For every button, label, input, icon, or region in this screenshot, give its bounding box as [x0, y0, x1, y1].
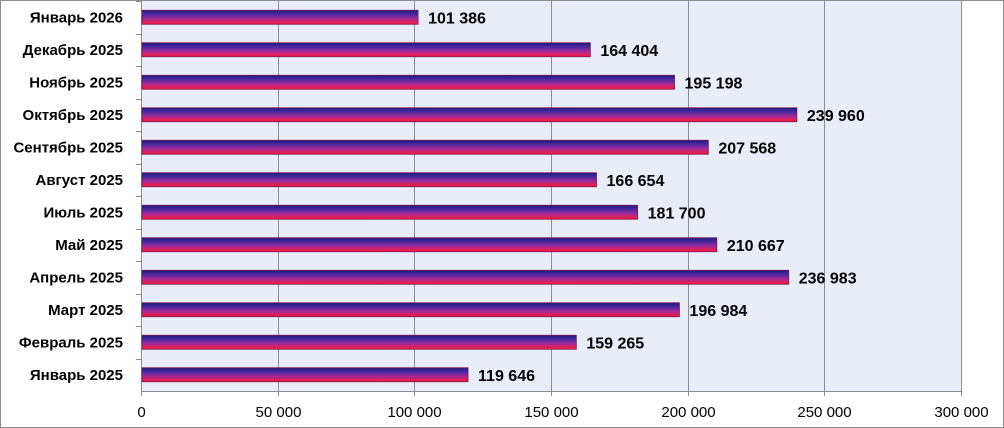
x-tick-label: 300 000	[934, 404, 988, 421]
bar	[141, 204, 639, 220]
bar	[141, 269, 790, 285]
axes	[136, 1, 962, 396]
x-tick-label: 50 000	[256, 404, 302, 421]
value-label: 207 568	[718, 140, 776, 157]
bar	[141, 237, 718, 253]
x-tick-label: 200 000	[661, 404, 715, 421]
bar	[141, 367, 469, 383]
bar	[141, 172, 597, 188]
category-label: Февраль 2025	[19, 334, 123, 351]
value-label: 181 700	[648, 205, 706, 222]
category-label: Июль 2025	[43, 204, 123, 221]
bar	[141, 9, 419, 25]
bars	[141, 9, 798, 383]
category-label: Сентябрь 2025	[13, 139, 123, 156]
bar	[141, 42, 591, 58]
x-tick-label: 150 000	[524, 404, 578, 421]
bar	[141, 139, 709, 155]
x-tick-label: 250 000	[797, 404, 851, 421]
value-label: 196 984	[689, 303, 747, 320]
category-label: Декабрь 2025	[23, 42, 123, 59]
category-label: Апрель 2025	[29, 269, 123, 286]
bar	[141, 302, 680, 318]
value-label: 166 654	[607, 173, 665, 190]
value-label: 119 646	[478, 368, 535, 385]
category-label: Октябрь 2025	[23, 107, 123, 124]
value-label: 164 404	[600, 43, 658, 60]
category-label: Март 2025	[48, 302, 123, 319]
category-label: Январь 2025	[30, 367, 123, 384]
value-label: 236 983	[799, 270, 857, 287]
gridlines	[278, 1, 962, 391]
value-label: 159 265	[586, 335, 644, 352]
value-label: 101 386	[428, 10, 486, 27]
bar	[141, 107, 798, 123]
x-tick-label: 100 000	[387, 404, 441, 421]
value-label: 239 960	[807, 108, 865, 125]
bar	[141, 74, 675, 90]
category-label: Август 2025	[36, 172, 124, 189]
labels: 0 50 000 100 000 150 000 200 000 250 000 300 0…	[13, 9, 988, 421]
x-tick-label: 0	[137, 404, 145, 421]
category-label: Январь 2026	[30, 9, 123, 26]
category-label: Май 2025	[55, 237, 123, 254]
bar	[141, 334, 577, 350]
category-label: Ноябрь 2025	[29, 74, 123, 91]
value-label: 210 667	[727, 238, 785, 255]
value-label: 195 198	[685, 75, 743, 92]
